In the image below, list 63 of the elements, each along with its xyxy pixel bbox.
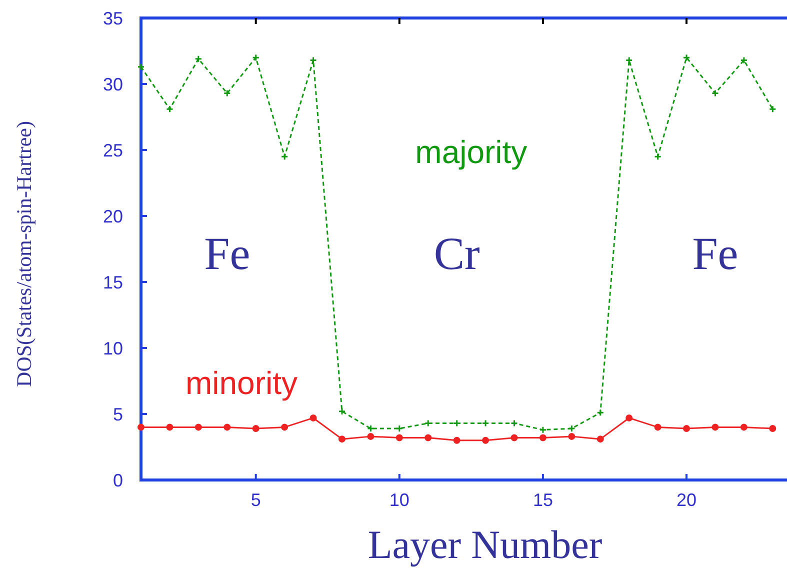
point (224, 424, 231, 431)
x-axis-title: Layer Number (368, 522, 602, 567)
point (396, 434, 403, 442)
point (338, 436, 346, 443)
point (280, 152, 288, 160)
y-tick-label: 35 (102, 8, 123, 28)
point (596, 436, 604, 443)
point (194, 424, 202, 431)
point (310, 56, 318, 64)
y-tick-label: 20 (102, 206, 123, 226)
point (626, 414, 633, 422)
point (194, 55, 202, 63)
point (166, 424, 174, 431)
y-tick-label: 10 (102, 338, 123, 358)
point (366, 424, 374, 432)
point (424, 434, 432, 442)
point (769, 425, 776, 432)
point (252, 425, 260, 432)
point (482, 419, 490, 427)
point (654, 152, 662, 160)
point (310, 414, 317, 422)
point (712, 424, 719, 431)
point (711, 89, 719, 97)
point (482, 436, 490, 444)
point (740, 56, 748, 64)
point (338, 408, 346, 416)
annotation: Fe (204, 228, 250, 279)
x-tick-label: 15 (532, 490, 553, 510)
text: majority (415, 134, 528, 170)
y-tick-label: 15 (102, 272, 123, 292)
point (252, 54, 260, 62)
y-axis-title: DOS(States/atom-spin-Hartree) (12, 121, 36, 387)
point (453, 436, 460, 444)
annotation: Fe (692, 228, 738, 279)
y-tick-label: 30 (102, 74, 123, 94)
point (137, 63, 145, 71)
point (396, 424, 404, 432)
x-tick-label: 5 (250, 490, 261, 510)
point (596, 408, 604, 416)
point (683, 425, 690, 432)
series-label: minority (185, 365, 298, 402)
point (682, 54, 690, 62)
point (768, 105, 776, 113)
point (568, 424, 576, 432)
y-tick-label: 25 (102, 140, 123, 160)
point (654, 424, 662, 431)
point (138, 424, 144, 431)
y-tick-label: 5 (112, 404, 123, 424)
y-tick-label: 0 (112, 470, 123, 490)
point (166, 105, 174, 113)
point (367, 432, 374, 440)
x-tick-label: 20 (676, 490, 697, 510)
x-tick-label: 10 (389, 490, 410, 510)
point (539, 426, 547, 434)
point (510, 419, 518, 427)
point (510, 434, 518, 442)
point (568, 432, 576, 440)
point (281, 424, 288, 431)
point (539, 434, 546, 442)
point (625, 56, 633, 64)
point (223, 89, 231, 97)
point (740, 424, 748, 431)
annotation: Cr (434, 228, 480, 279)
